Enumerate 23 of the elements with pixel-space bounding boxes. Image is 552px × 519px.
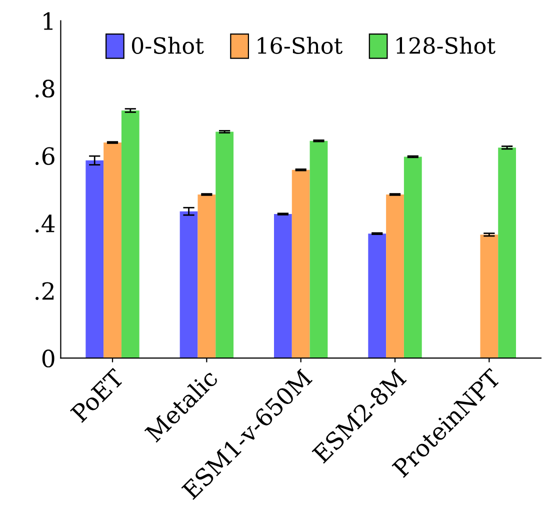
bar (368, 234, 386, 358)
bar (498, 148, 516, 358)
bar (404, 156, 422, 358)
bar (198, 194, 216, 358)
bar (274, 214, 292, 358)
legend-label: 0-Shot (132, 36, 204, 54)
y-tick-label: .6 (36, 147, 54, 166)
y-tick-label: .8 (36, 80, 54, 98)
y-tick-label: 1 (44, 12, 53, 30)
legend-label: 128-Shot (396, 36, 496, 54)
bar (86, 160, 104, 358)
bar (292, 170, 310, 358)
bar (121, 110, 140, 358)
bar (310, 140, 328, 358)
bar (386, 194, 404, 358)
bar (216, 132, 234, 358)
bar (480, 234, 498, 358)
bar (180, 211, 198, 358)
y-tick-label: 0 (42, 350, 54, 368)
legend-label: 16-Shot (258, 36, 343, 54)
y-tick-label: .2 (36, 282, 54, 300)
y-tick-label: .4 (36, 214, 55, 232)
bar (104, 142, 122, 358)
